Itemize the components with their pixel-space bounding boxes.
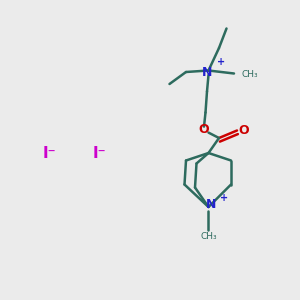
Text: O: O (199, 123, 209, 136)
Text: CH₃: CH₃ (200, 232, 217, 241)
Text: O: O (238, 124, 249, 137)
Text: CH₃: CH₃ (242, 70, 258, 79)
Text: N: N (206, 197, 216, 211)
Text: +: + (217, 57, 225, 67)
Text: N: N (202, 65, 212, 79)
Text: I⁻: I⁻ (92, 146, 106, 160)
Text: +: + (220, 193, 228, 203)
Text: I⁻: I⁻ (43, 146, 56, 160)
